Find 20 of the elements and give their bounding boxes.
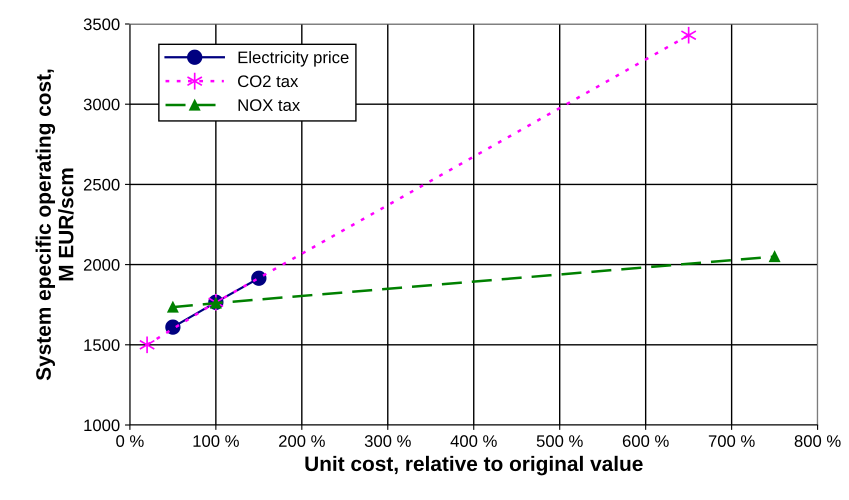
x-tick-label: 500 % xyxy=(536,435,583,447)
x-tick-label: 600 % xyxy=(622,435,669,447)
y-tick-label: 2500 xyxy=(84,178,120,191)
x-axis-title: Unit cost, relative to original value xyxy=(305,456,643,476)
x-tick-label: 300 % xyxy=(364,435,411,447)
y-tick-label: 3500 xyxy=(84,18,120,30)
x-tick-label: 100 % xyxy=(194,435,239,447)
y-axis-title: System epecific operating cost, M EUR/scm xyxy=(36,70,74,380)
x-tick-label: 800 % xyxy=(794,435,841,447)
legend-label: Electricity price xyxy=(238,51,349,67)
x-tick-label: 700 % xyxy=(708,435,755,447)
x-tick-label: 400 % xyxy=(450,435,497,447)
legend-label: CO2 tax xyxy=(238,75,298,88)
y-tick-label: 1500 xyxy=(84,339,120,352)
y-tick-label: 3000 xyxy=(84,98,120,110)
legend-label: NOX tax xyxy=(238,99,300,112)
y-tick-label: 1000 xyxy=(84,419,120,432)
x-tick-label: 0 % xyxy=(116,435,144,447)
x-tick-label: 200 % xyxy=(279,435,325,447)
y-tick-label: 2000 xyxy=(84,259,120,271)
